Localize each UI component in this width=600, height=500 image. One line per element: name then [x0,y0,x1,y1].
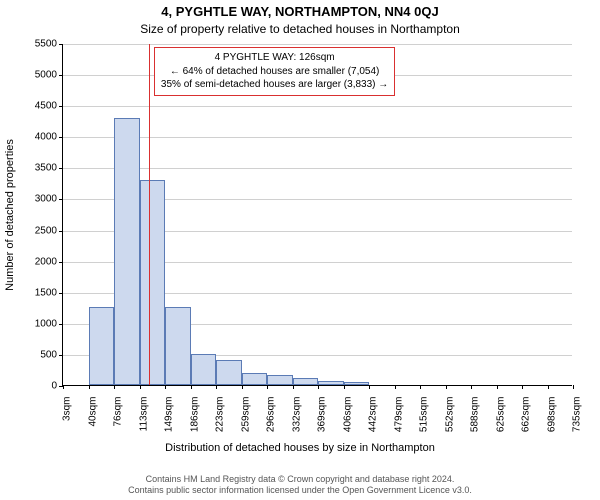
y-tick-label: 2000 [35,256,57,267]
grid-line [63,106,572,107]
chart-title-sub: Size of property relative to detached ho… [0,22,600,36]
x-tick-label: 735sqm [572,397,583,433]
annotation-box: 4 PYGHTLE WAY: 126sqm← 64% of detached h… [154,47,395,96]
y-tick-label: 0 [51,381,57,392]
histogram-bar [344,382,370,385]
x-tick-mark [573,385,574,389]
y-tick-label: 4500 [35,101,57,112]
x-tick-label: 406sqm [342,397,353,433]
histogram-bar [89,307,115,385]
x-tick-label: 3sqm [62,397,73,421]
x-tick-label: 552sqm [444,397,455,433]
y-tick-label: 5500 [35,39,57,50]
y-tick-mark [59,199,63,200]
x-tick-label: 369sqm [317,397,328,433]
x-tick-mark [63,385,64,389]
x-tick-label: 698sqm [546,397,557,433]
y-tick-mark [59,231,63,232]
x-tick-mark [293,385,294,389]
x-tick-label: 515sqm [419,397,430,433]
y-tick-label: 2500 [35,225,57,236]
x-tick-mark [242,385,243,389]
y-tick-label: 5000 [35,70,57,81]
x-tick-mark [395,385,396,389]
x-tick-mark [471,385,472,389]
annotation-line: 4 PYGHTLE WAY: 126sqm [161,51,388,65]
y-tick-label: 3000 [35,194,57,205]
annotation-line: 35% of semi-detached houses are larger (… [161,78,388,92]
histogram-bar [191,354,217,385]
x-tick-mark [165,385,166,389]
x-tick-label: 40sqm [87,397,98,427]
histogram-bar [242,373,268,385]
x-tick-label: 149sqm [164,397,175,433]
x-tick-label: 259sqm [240,397,251,433]
x-tick-mark [140,385,141,389]
y-tick-mark [59,137,63,138]
chart-title-main: 4, PYGHTLE WAY, NORTHAMPTON, NN4 0QJ [0,4,600,19]
x-tick-mark [446,385,447,389]
x-tick-mark [89,385,90,389]
chart-container: 4, PYGHTLE WAY, NORTHAMPTON, NN4 0QJ Siz… [0,0,600,500]
x-tick-label: 662sqm [521,397,532,433]
x-tick-label: 113sqm [138,397,149,432]
y-tick-mark [59,44,63,45]
x-tick-label: 625sqm [495,397,506,433]
x-axis-label: Distribution of detached houses by size … [0,442,600,454]
reference-line [149,44,150,385]
y-axis-label: Number of detached properties [4,139,16,291]
x-tick-mark [548,385,549,389]
x-tick-mark [522,385,523,389]
x-tick-label: 76sqm [113,397,124,427]
chart-footer: Contains HM Land Registry data © Crown c… [0,474,600,497]
histogram-bar [216,360,242,385]
x-tick-mark [318,385,319,389]
x-tick-label: 479sqm [393,397,404,433]
y-tick-label: 1500 [35,287,57,298]
histogram-bar [293,378,319,385]
x-tick-label: 588sqm [470,397,481,433]
histogram-bar [165,307,191,385]
x-tick-mark [114,385,115,389]
x-tick-mark [191,385,192,389]
y-tick-mark [59,106,63,107]
y-tick-label: 4000 [35,132,57,143]
x-tick-mark [420,385,421,389]
y-tick-mark [59,324,63,325]
x-tick-label: 186sqm [189,397,200,433]
y-tick-mark [59,75,63,76]
y-tick-mark [59,355,63,356]
x-tick-label: 296sqm [266,397,277,433]
plot-area: 0500100015002000250030003500400045005000… [62,44,572,386]
y-tick-mark [59,293,63,294]
x-tick-label: 442sqm [368,397,379,433]
footer-line-1: Contains HM Land Registry data © Crown c… [0,474,600,486]
y-tick-label: 1000 [35,318,57,329]
histogram-bar [318,381,344,385]
y-tick-label: 500 [40,349,57,360]
histogram-bar [140,180,166,385]
x-tick-mark [344,385,345,389]
footer-line-2: Contains public sector information licen… [0,485,600,497]
y-tick-mark [59,262,63,263]
y-tick-label: 3500 [35,163,57,174]
x-tick-label: 223sqm [215,397,226,433]
x-tick-label: 332sqm [291,397,302,433]
x-tick-mark [267,385,268,389]
x-tick-mark [369,385,370,389]
y-tick-mark [59,168,63,169]
histogram-bar [267,375,293,385]
x-tick-mark [216,385,217,389]
annotation-line: ← 64% of detached houses are smaller (7,… [161,65,388,79]
grid-line [63,44,572,45]
histogram-bar [114,118,140,385]
x-tick-mark [497,385,498,389]
